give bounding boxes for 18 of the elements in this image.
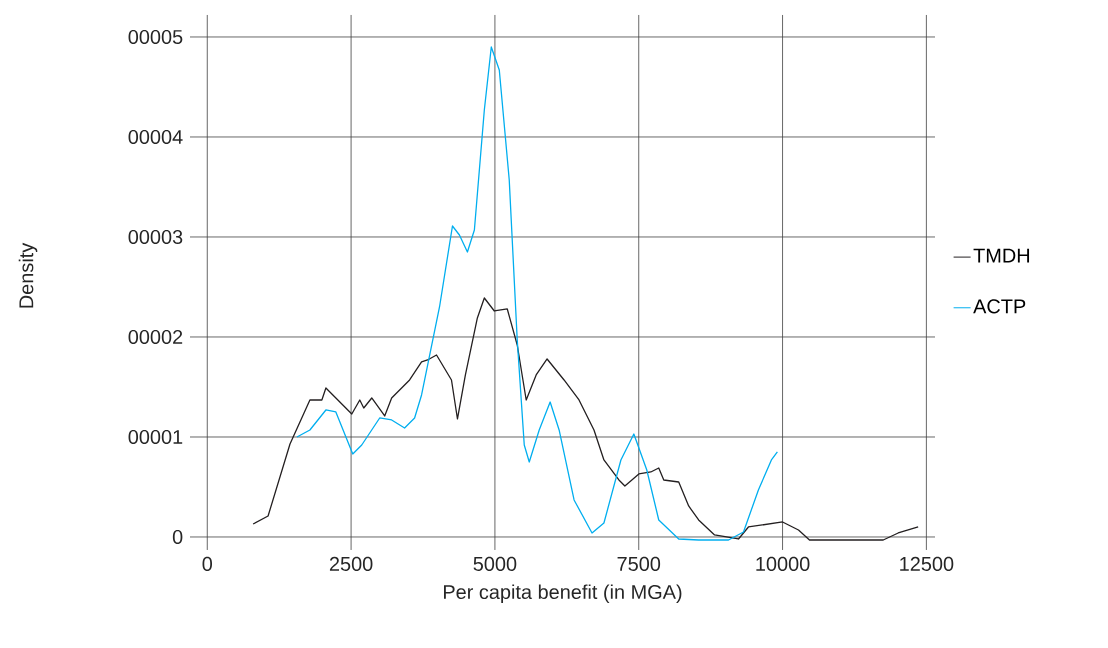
line-series (296, 46, 779, 541)
x-tick-label: 0 (202, 556, 213, 571)
y-tick-label: 00005 (128, 29, 183, 45)
line-series (252, 297, 919, 541)
y-tick-label: 00002 (128, 329, 183, 345)
y-axis-title: Density (18, 242, 38, 308)
y-tick-label: 0 (172, 529, 183, 545)
x-tick-label: 5000 (473, 556, 517, 571)
y-tick-label: 00004 (128, 129, 183, 145)
x-tick-label: 10000 (756, 556, 810, 571)
legend-label: ACTP (973, 299, 1026, 314)
x-tick-label: 7500 (617, 556, 661, 571)
y-tick-label: 00003 (128, 229, 183, 245)
y-tick-label: 00001 (128, 429, 183, 445)
x-axis-title: Per capita benefit (in MGA) (444, 584, 682, 603)
x-tick-label: 12500 (900, 556, 954, 571)
x-tick-label: 2500 (329, 556, 373, 571)
legend-label: TMDH (973, 248, 1030, 263)
